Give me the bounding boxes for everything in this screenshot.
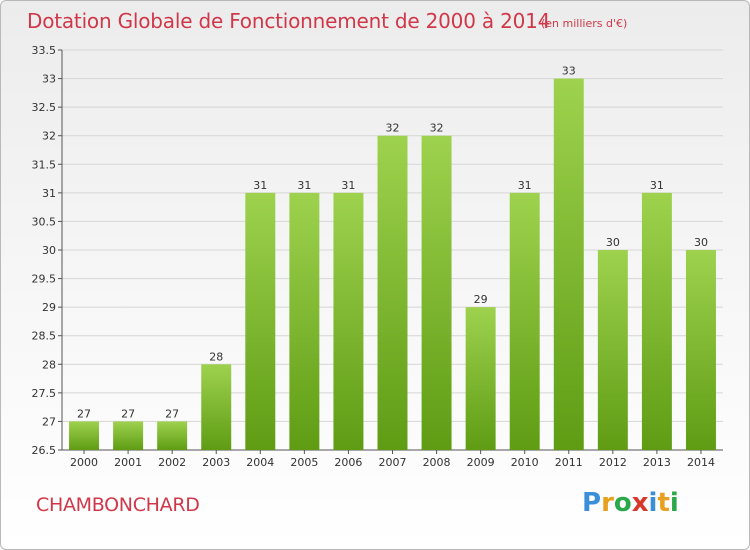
y-tick-label: 33.5 bbox=[32, 44, 57, 57]
bar-2008 bbox=[421, 135, 452, 450]
x-tick-label-2008: 2008 bbox=[423, 456, 451, 469]
bar-2004 bbox=[245, 192, 276, 450]
data-label-2004: 31 bbox=[253, 179, 267, 192]
y-tick-label: 27 bbox=[42, 415, 56, 428]
bar-2005 bbox=[289, 192, 320, 450]
data-label-2008: 32 bbox=[430, 122, 444, 135]
y-tick-labels: 26.5 27 27.5 28 28.5 29 29.5 30 30.5 31 31.5 32 32.5… bbox=[32, 44, 57, 457]
chart-subtitle: (en milliers d'€) bbox=[541, 17, 628, 30]
bar-2002 bbox=[157, 421, 188, 450]
logo-letter: i bbox=[669, 488, 679, 518]
y-tick-label: 31 bbox=[42, 187, 56, 200]
data-label-2014: 30 bbox=[694, 236, 708, 249]
bar-2011 bbox=[553, 78, 584, 451]
x-tick-label-2002: 2002 bbox=[158, 456, 186, 469]
x-tick-label-2010: 2010 bbox=[511, 456, 539, 469]
y-tick-label: 28.5 bbox=[32, 330, 57, 343]
logo-letter: o bbox=[613, 488, 632, 518]
bar-2013 bbox=[641, 192, 672, 450]
data-label-2005: 31 bbox=[297, 179, 311, 192]
bar-2009 bbox=[465, 307, 496, 450]
x-tick-label-2005: 2005 bbox=[290, 456, 318, 469]
data-label-2009: 29 bbox=[474, 293, 488, 306]
bar-2001 bbox=[113, 421, 144, 450]
bar-2006 bbox=[333, 192, 364, 450]
data-labels: 27 27 27 28 31 31 31 32 32 29 31 33 30 31 30 bbox=[77, 65, 708, 421]
x-tick-label-2003: 2003 bbox=[202, 456, 230, 469]
logo-letter: x bbox=[631, 488, 649, 518]
y-tick-label: 29 bbox=[42, 301, 56, 314]
bar-2003 bbox=[201, 364, 232, 450]
y-tick-label: 32 bbox=[42, 130, 56, 143]
data-label-2013: 31 bbox=[650, 179, 664, 192]
y-tick-label: 30 bbox=[42, 244, 56, 257]
x-tick-label-2009: 2009 bbox=[467, 456, 495, 469]
data-label-2007: 32 bbox=[386, 122, 400, 135]
x-tick-label-2012: 2012 bbox=[599, 456, 627, 469]
x-tick-label-2014: 2014 bbox=[687, 456, 715, 469]
chart-title: Dotation Globale de Fonctionnement de 20… bbox=[27, 9, 551, 33]
x-tick-label-2006: 2006 bbox=[334, 456, 362, 469]
y-tick-label: 31.5 bbox=[32, 158, 57, 171]
proxiti-logo[interactable]: Proxiti bbox=[582, 488, 679, 518]
bar-2014 bbox=[685, 250, 716, 450]
logo-letter: t bbox=[657, 488, 670, 518]
logo-letter: P bbox=[582, 488, 602, 518]
x-tick-label-2004: 2004 bbox=[246, 456, 274, 469]
logo-letter: i bbox=[648, 488, 658, 518]
y-tick-label: 29.5 bbox=[32, 273, 57, 286]
y-tick-label: 30.5 bbox=[32, 215, 57, 228]
bar-2012 bbox=[597, 250, 628, 450]
x-tick-label-2000: 2000 bbox=[70, 456, 98, 469]
bar-2000 bbox=[69, 421, 100, 450]
data-label-2010: 31 bbox=[518, 179, 532, 192]
bar-2007 bbox=[377, 135, 408, 450]
x-tick-label-2013: 2013 bbox=[643, 456, 671, 469]
y-tick-label: 28 bbox=[42, 358, 56, 371]
data-label-2006: 31 bbox=[341, 179, 355, 192]
data-label-2002: 27 bbox=[165, 407, 179, 420]
y-tick-label: 26.5 bbox=[32, 444, 57, 457]
data-label-2001: 27 bbox=[121, 407, 135, 420]
y-tick-label: 33 bbox=[42, 73, 56, 86]
y-tick-label: 32.5 bbox=[32, 101, 57, 114]
data-label-2011: 33 bbox=[562, 65, 576, 78]
x-tick-label-2001: 2001 bbox=[114, 456, 142, 469]
data-label-2000: 27 bbox=[77, 407, 91, 420]
y-tick-label: 27.5 bbox=[32, 387, 57, 400]
data-label-2003: 28 bbox=[209, 350, 223, 363]
place-name: CHAMBONCHARD bbox=[36, 494, 200, 516]
x-tick-labels: 2000 2001 2002 2003 2004 2005 2006 2007 2008 2009… bbox=[70, 456, 715, 469]
data-label-2012: 30 bbox=[606, 236, 620, 249]
x-tick-label-2007: 2007 bbox=[379, 456, 407, 469]
x-tick-label-2011: 2011 bbox=[555, 456, 583, 469]
bar-2010 bbox=[509, 192, 540, 450]
logo-letter: r bbox=[601, 488, 614, 518]
bars bbox=[69, 78, 716, 451]
